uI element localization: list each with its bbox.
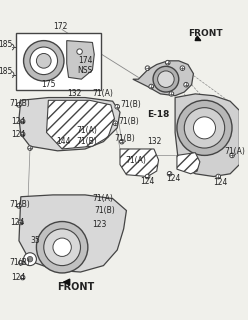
Circle shape <box>17 103 21 107</box>
Circle shape <box>24 253 36 266</box>
Circle shape <box>120 139 124 144</box>
Text: 185: 185 <box>0 67 12 76</box>
Text: 123: 123 <box>93 220 107 229</box>
Polygon shape <box>177 153 200 174</box>
Text: 144: 144 <box>56 137 70 146</box>
Text: 35: 35 <box>30 236 40 245</box>
Text: 124: 124 <box>12 130 26 139</box>
Text: 71(A): 71(A) <box>76 126 97 135</box>
Text: 172: 172 <box>53 22 67 31</box>
Text: 71(B): 71(B) <box>94 206 115 215</box>
Polygon shape <box>67 41 94 79</box>
Circle shape <box>7 44 14 50</box>
Text: 71(B): 71(B) <box>120 100 141 109</box>
Circle shape <box>44 229 81 266</box>
Polygon shape <box>133 61 193 96</box>
Bar <box>16 33 101 90</box>
Circle shape <box>169 92 174 96</box>
Text: FRONT: FRONT <box>57 282 94 292</box>
Circle shape <box>77 49 82 54</box>
Text: 124: 124 <box>10 218 24 227</box>
Circle shape <box>230 153 234 158</box>
Circle shape <box>19 260 23 265</box>
Text: 175: 175 <box>41 80 56 89</box>
Circle shape <box>30 47 58 75</box>
Circle shape <box>167 172 172 176</box>
Circle shape <box>193 117 216 139</box>
Circle shape <box>115 104 120 109</box>
Circle shape <box>19 220 23 225</box>
Text: 71(A): 71(A) <box>93 194 113 203</box>
Circle shape <box>113 121 118 125</box>
Circle shape <box>216 174 220 179</box>
Circle shape <box>36 53 51 68</box>
Circle shape <box>27 256 33 262</box>
Text: 124: 124 <box>166 174 180 183</box>
Text: 174: 174 <box>78 56 92 65</box>
Circle shape <box>184 83 188 87</box>
Text: 132: 132 <box>67 89 81 98</box>
Text: 71(B): 71(B) <box>118 117 139 126</box>
Circle shape <box>53 238 71 256</box>
Text: 71(A): 71(A) <box>125 156 146 164</box>
Circle shape <box>17 204 21 208</box>
Text: 71(A): 71(A) <box>225 147 246 156</box>
Circle shape <box>20 132 25 137</box>
Text: 71(A): 71(A) <box>93 89 113 98</box>
Circle shape <box>145 174 150 179</box>
Text: E-18: E-18 <box>148 109 170 119</box>
Circle shape <box>36 221 88 273</box>
Polygon shape <box>120 149 158 177</box>
Polygon shape <box>19 98 120 151</box>
Polygon shape <box>175 94 239 177</box>
Circle shape <box>158 71 174 87</box>
Text: 124: 124 <box>214 178 228 187</box>
Circle shape <box>184 108 225 148</box>
Text: 71(B): 71(B) <box>76 137 97 146</box>
Text: 132: 132 <box>148 137 162 146</box>
Circle shape <box>24 41 64 81</box>
Circle shape <box>20 275 25 280</box>
Text: 71(B): 71(B) <box>10 99 31 108</box>
Text: NSS: NSS <box>78 67 93 76</box>
Text: 124: 124 <box>140 177 155 186</box>
Text: 185: 185 <box>0 40 12 49</box>
Circle shape <box>165 60 170 65</box>
Circle shape <box>177 100 232 156</box>
Circle shape <box>145 66 150 70</box>
Text: 124: 124 <box>12 273 26 282</box>
Circle shape <box>153 66 179 92</box>
Circle shape <box>28 146 32 150</box>
Polygon shape <box>47 100 115 149</box>
Circle shape <box>20 119 25 124</box>
Circle shape <box>180 66 185 70</box>
Text: 71(B): 71(B) <box>10 200 31 209</box>
Polygon shape <box>19 195 126 272</box>
Circle shape <box>149 84 154 89</box>
Text: 71(B): 71(B) <box>115 134 135 143</box>
Text: 71(B): 71(B) <box>10 258 31 267</box>
Circle shape <box>7 71 14 78</box>
Text: FRONT: FRONT <box>188 29 222 38</box>
Text: 124: 124 <box>12 117 26 126</box>
